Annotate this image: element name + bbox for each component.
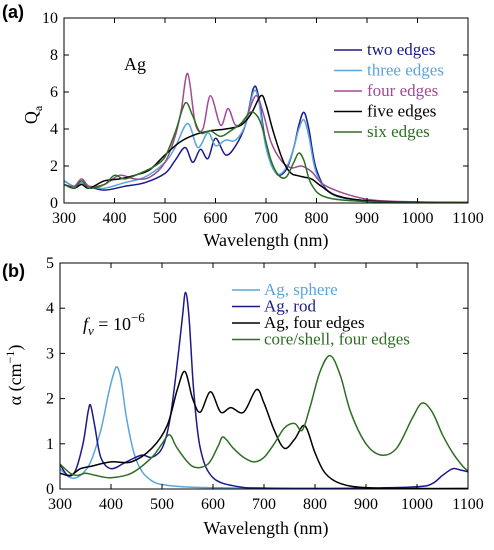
panel-a-annotation: Ag [124, 54, 146, 74]
panel-a-series-three-edges [63, 89, 469, 204]
panel-a-ytick-label: 0 [50, 195, 58, 212]
panel-b-ylabel-exp: −1 [3, 351, 17, 364]
panel-a-xlabel: Wavelength (nm) [203, 230, 328, 251]
panel-a-ytick-label: 6 [50, 84, 58, 101]
panel-a-ylabel-main: Q [21, 111, 41, 124]
panel-a-xtick-label: 900 [355, 210, 379, 227]
panel-b-legend-label: core/shell, four edges [264, 330, 410, 349]
panel-b-xtick-label: 800 [303, 496, 327, 513]
panel-b-legend-label: Ag, sphere [264, 280, 338, 299]
panel-a-xtick-label: 1000 [402, 210, 434, 227]
panel-a-xtick-label: 1100 [452, 210, 483, 227]
panel-b-ytick-label: 0 [46, 481, 54, 498]
panel-a: (a) 300 400 500 600 700 800 900 1000 1100 0 2 4 6 8 10… [2, 2, 484, 251]
panel-a-series-two-edges [63, 85, 469, 204]
panel-b-legend-label: Ag, rod [264, 297, 316, 316]
panel-b-xtick-label: 500 [150, 496, 174, 513]
panel-b-ylabel-end: ) [5, 345, 26, 351]
panel-b-xtick-label: 1100 [452, 496, 483, 513]
panel-a-curves [63, 72, 469, 204]
panel-b-legend-label: Ag, four edges [264, 313, 365, 332]
panel-b-ytick-label: 2 [46, 391, 54, 408]
panel-a-xtick-label: 800 [305, 210, 329, 227]
panel-b-xtick-label: 900 [354, 496, 378, 513]
panel-b-annotation-sub: v [88, 323, 94, 338]
panel-b-xtick-label: 300 [48, 496, 72, 513]
panel-b-xlabel: Wavelength (nm) [203, 518, 328, 539]
panel-a-ylabel: Qa [21, 105, 45, 124]
panel-b-xtick-label: 600 [201, 496, 225, 513]
panel-b-ylabel: α (cm−1) [3, 345, 26, 406]
panel-a-ticks: 300 400 500 600 700 800 900 1000 1100 0 2 4 6 8 10 [42, 10, 484, 227]
panel-a-xtick-label: 400 [103, 210, 127, 227]
panel-b-label: (b) [2, 261, 25, 281]
panel-a-xtick-label: 600 [204, 210, 228, 227]
panel-b-ylabel-main: α (cm [5, 363, 26, 405]
panel-b-series-ag-sphere [59, 366, 469, 490]
panel-a-legend-label: two edges [367, 40, 435, 59]
panel-a-ytick-label: 10 [42, 10, 58, 27]
panel-b-annotation: fv = 10−6 [83, 310, 145, 338]
panel-b-annotation-rest: = 10 [94, 314, 131, 334]
panel-b-ytick-label: 4 [46, 300, 54, 317]
panel-a-xtick-label: 700 [254, 210, 278, 227]
panel-a-legend-label: six edges [367, 122, 430, 141]
panel-a-legend-label: four edges [367, 81, 438, 100]
panel-b-series-core-shell-four-edges [59, 354, 469, 479]
panel-b: (b) 300 400 500 600 700 800 900 1000 1100012345 … [2, 255, 484, 539]
panel-b-xtick-label: 1000 [401, 496, 433, 513]
panel-b-ytick-label: 1 [46, 436, 54, 453]
panel-b-series-ag-four-edges [59, 370, 469, 490]
panel-b-ytick-label: 3 [46, 345, 54, 362]
panel-a-ytick-label: 2 [50, 158, 58, 175]
panel-b-ytick-label: 5 [46, 255, 54, 272]
panel-a-ytick-label: 4 [50, 121, 58, 138]
panel-a-legend-label: five edges [367, 102, 436, 121]
panel-b-curves [59, 291, 469, 490]
panel-a-ylabel-sub: a [31, 105, 45, 111]
panel-a-series-six-edges [63, 101, 469, 204]
panel-a-xtick-label: 500 [153, 210, 177, 227]
panel-a-series-five-edges [63, 94, 469, 204]
panel-a-label: (a) [2, 2, 24, 22]
panel-b-annotation-main: f [83, 314, 91, 334]
panel-b-xtick-label: 700 [252, 496, 276, 513]
panel-b-annotation-exp: −6 [131, 310, 145, 325]
panel-a-ytick-label: 8 [50, 47, 58, 64]
panel-a-xtick-label: 300 [52, 210, 76, 227]
panel-a-legend-label: three edges [367, 61, 444, 80]
panel-b-ticks: 300 400 500 600 700 800 900 1000 1100 0 1 2 3 4 5 [46, 255, 484, 513]
panel-b-xtick-label: 400 [99, 496, 123, 513]
